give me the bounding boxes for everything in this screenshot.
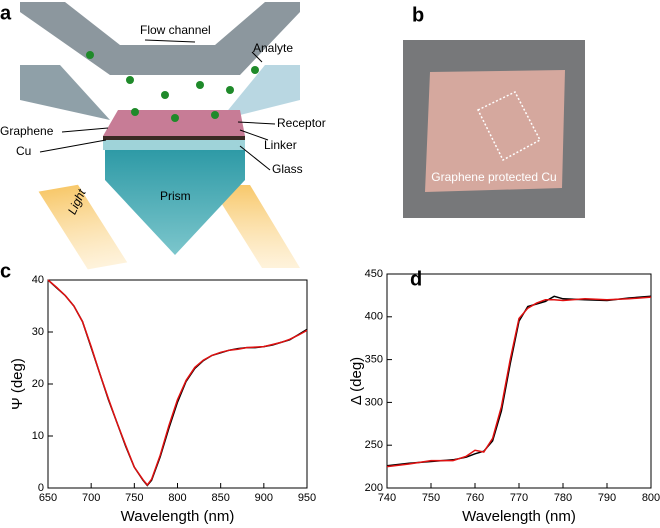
label: Glass [272,162,303,176]
schematic: Flow channel Analyte Graphene Cu Recepto… [0,2,326,270]
x-axis-label: Wavelength (nm) [462,508,576,525]
panel-label: d [410,268,422,290]
channel-left [20,65,110,120]
analyte-dots [86,51,259,122]
label: Cu [16,144,31,158]
x-axis-label: Wavelength (nm) [121,508,235,525]
label: Flow channel [140,23,211,37]
y-tick-label: 200 [365,482,383,494]
y-tick-label: 450 [365,268,383,280]
y-tick-label: 40 [32,274,44,286]
x-tick-label: 750 [125,492,143,504]
y-tick-label: 250 [365,439,383,451]
plot-frame [386,273,652,489]
x-tick-label: 900 [255,492,273,504]
prism [105,150,245,255]
data-line [47,279,308,487]
graphene-layer [103,110,245,136]
label: Prism [160,189,191,203]
x-tick-label: 850 [211,492,229,504]
glass [103,140,245,150]
y-tick-label: 0 [38,482,44,494]
light-beam-in [38,184,128,270]
label: Linker [264,138,297,152]
data-line [386,296,652,468]
x-tick-label: 800 [168,492,186,504]
light-beam-out [210,185,300,268]
channel-right [220,65,300,120]
x-tick-label: 770 [510,492,528,504]
y-tick-label: 10 [32,430,44,442]
plot-frame [47,279,308,489]
y-tick-label: 20 [32,378,44,390]
panel-label: a [0,2,12,24]
x-tick-label: 750 [422,492,440,504]
y-tick-label: 350 [365,354,383,366]
panel-label: c [0,260,11,282]
data-line [47,279,308,487]
arrows [39,39,276,171]
y-axis-label: Δ (deg) [348,357,365,405]
x-tick-label: 790 [598,492,616,504]
x-tick-label: 760 [466,492,484,504]
caption: Graphene protected Cu [431,170,556,184]
label: Receptor [277,116,326,130]
cu-layer [103,136,245,140]
x-tick-label: 780 [554,492,572,504]
cu-foil [425,70,565,192]
y-tick-label: 400 [365,311,383,323]
label: Analyte [253,41,293,55]
x-tick-label: 650 [39,492,57,504]
panel-label: b [412,4,424,26]
x-tick-label: 950 [298,492,316,504]
x-tick-label: 740 [378,492,396,504]
label: Graphene [0,124,54,138]
flow-channel-top [20,2,300,75]
x-tick-label: 800 [642,492,660,504]
y-tick-label: 300 [365,396,383,408]
y-axis-label: Ψ (deg) [9,358,26,410]
y-tick-label: 30 [32,326,44,338]
x-tick-label: 700 [82,492,100,504]
